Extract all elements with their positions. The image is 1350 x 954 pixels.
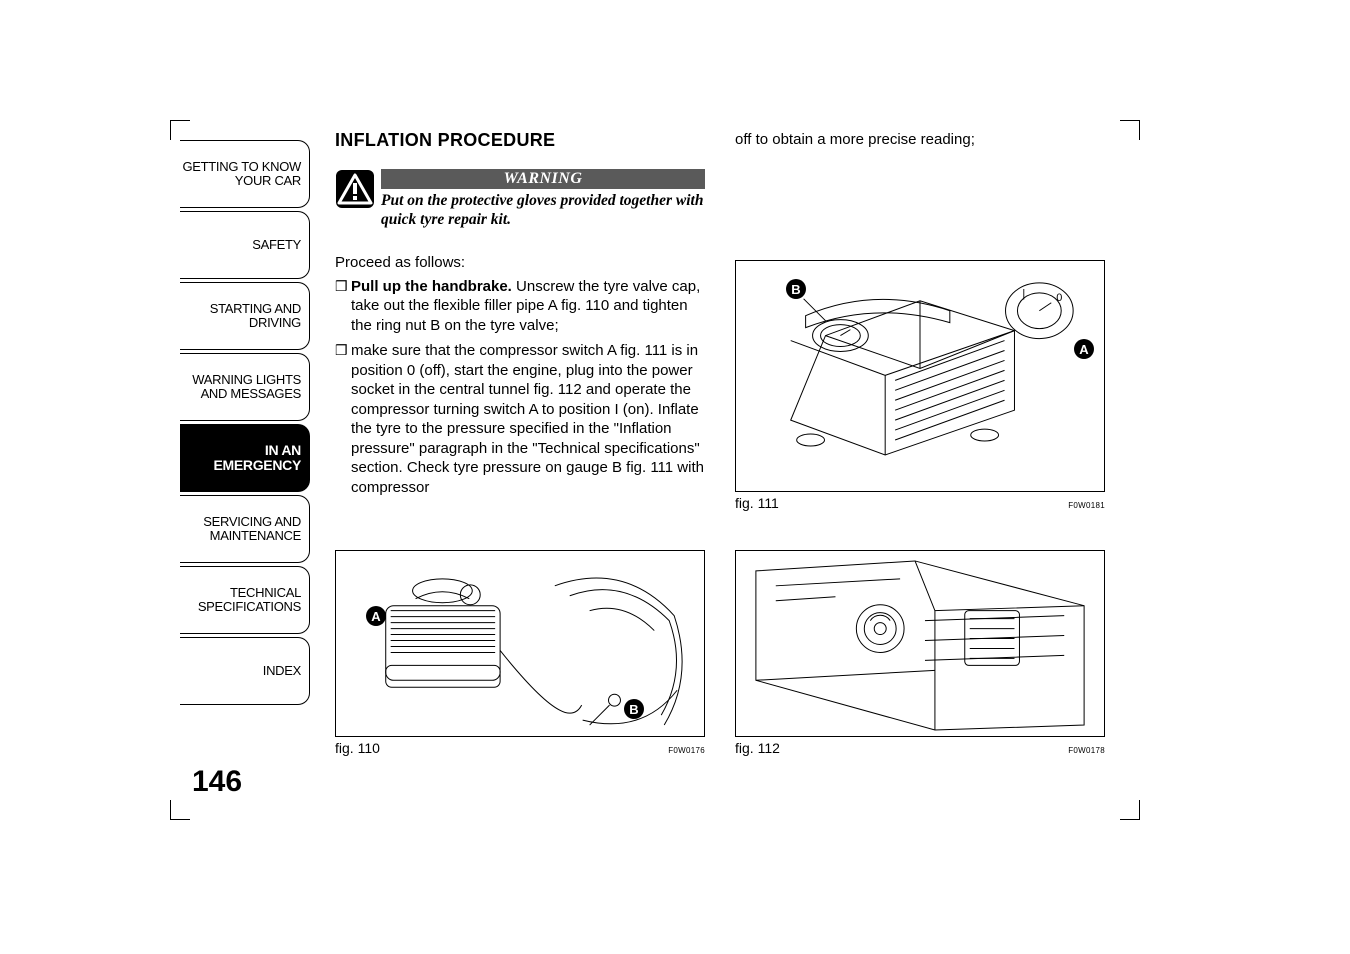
figure-111-caption: fig. 111 (735, 495, 779, 511)
bullet-2-rest: make sure that the compressor switch A f… (351, 342, 704, 496)
svg-text:0: 0 (1056, 292, 1062, 304)
tab-index[interactable]: INDEX (180, 637, 310, 705)
tab-getting-to-know[interactable]: GETTING TO KNOW YOUR CAR (180, 140, 310, 208)
warning-label: WARNING (381, 169, 705, 189)
figure-110-callout-a: A (366, 606, 386, 626)
svg-text:|: | (1022, 288, 1025, 300)
tab-servicing[interactable]: SERVICING AND MAINTENANCE (180, 495, 310, 563)
figure-111: 0 | B A fig. 111 F0W0181 (735, 260, 1105, 511)
section-tabs: GETTING TO KNOW YOUR CAR SAFETY STARTING… (180, 140, 310, 708)
figure-111-callout-b: B (786, 279, 806, 299)
section-heading: INFLATION PROCEDURE (335, 130, 705, 151)
figure-110-callout-b: B (624, 699, 644, 719)
figure-112-caption: fig. 112 (735, 740, 780, 756)
figure-112-illustration (736, 551, 1104, 735)
tab-starting-driving[interactable]: STARTING AND DRIVING (180, 282, 310, 350)
manual-page: GETTING TO KNOW YOUR CAR SAFETY STARTING… (180, 130, 1170, 810)
tab-safety[interactable]: SAFETY (180, 211, 310, 279)
figure-111-callout-a: A (1074, 339, 1094, 359)
lead-text: Proceed as follows: (335, 254, 705, 271)
figure-110-caption: fig. 110 (335, 740, 380, 756)
bullet-marker: ❒ (335, 341, 351, 497)
figure-110: A B fig. 110 F0W0176 (335, 550, 705, 756)
figure-111-code: F0W0181 (1068, 501, 1105, 510)
figure-112-code: F0W0178 (1068, 746, 1105, 755)
warning-triangle-icon (335, 169, 375, 209)
bullet-1-bold: Pull up the handbrake. (351, 278, 512, 295)
figure-110-illustration (336, 551, 704, 735)
warning-text: Put on the protective gloves provided to… (381, 189, 705, 230)
left-column: INFLATION PROCEDURE WARNING Put on the p… (335, 130, 705, 503)
tab-technical-specs[interactable]: TECHNICAL SPECIFICATIONS (180, 566, 310, 634)
page-number: 146 (192, 765, 242, 799)
right-column: off to obtain a more precise reading; (735, 130, 1105, 150)
bullet-1: ❒ Pull up the handbrake. Unscrew the tyr… (335, 277, 705, 336)
right-continuation-text: off to obtain a more precise reading; (735, 130, 1105, 150)
figure-110-code: F0W0176 (668, 746, 705, 755)
warning-box: WARNING Put on the protective gloves pro… (335, 169, 705, 230)
bullet-marker: ❒ (335, 277, 351, 336)
tab-warning-lights[interactable]: WARNING LIGHTS AND MESSAGES (180, 353, 310, 421)
bullet-2: ❒ make sure that the compressor switch A… (335, 341, 705, 497)
figure-112: fig. 112 F0W0178 (735, 550, 1105, 756)
tab-emergency[interactable]: IN AN EMERGENCY (180, 424, 310, 492)
